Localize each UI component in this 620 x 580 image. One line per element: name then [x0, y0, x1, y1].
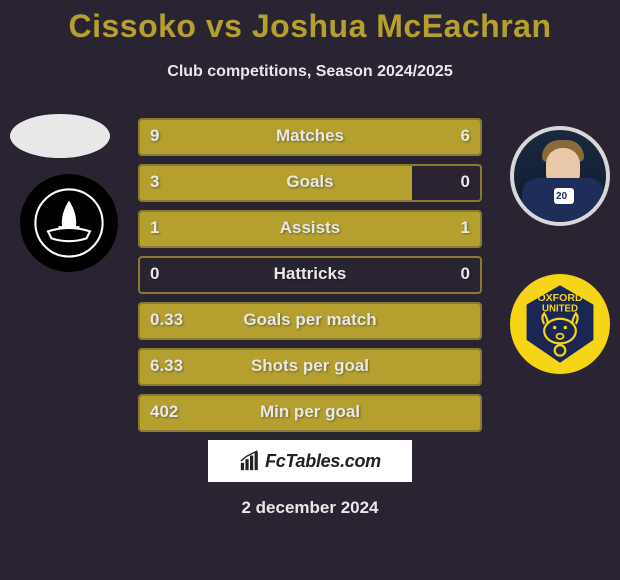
svg-text:OXFORD: OXFORD	[537, 292, 583, 304]
date-line: 2 december 2024	[0, 498, 620, 518]
stat-row: 402Min per goal	[138, 394, 482, 432]
stat-label: Shots per goal	[140, 356, 480, 376]
stat-row: 0.33Goals per match	[138, 302, 482, 340]
stat-row: 0Hattricks0	[138, 256, 482, 294]
stat-value-right: 1	[461, 218, 470, 238]
stat-label: Matches	[140, 126, 480, 146]
player-left-club-badge	[20, 174, 118, 272]
stat-label: Goals	[140, 172, 480, 192]
plymouth-boat-icon	[34, 188, 104, 258]
stat-label: Goals per match	[140, 310, 480, 330]
stats-container: 9Matches63Goals01Assists10Hattricks00.33…	[138, 118, 482, 440]
stat-row: 3Goals0	[138, 164, 482, 202]
kit-number: 20	[556, 191, 567, 202]
stat-row: 1Assists1	[138, 210, 482, 248]
subtitle: Club competitions, Season 2024/2025	[0, 63, 620, 81]
svg-text:UNITED: UNITED	[542, 304, 578, 315]
stat-row: 9Matches6	[138, 118, 482, 156]
stat-label: Min per goal	[140, 402, 480, 422]
oxford-united-ox-icon: OXFORD UNITED	[516, 280, 604, 368]
chart-icon	[239, 450, 261, 472]
stat-label: Assists	[140, 218, 480, 238]
player-left-avatar	[10, 114, 110, 158]
stat-value-right: 0	[461, 172, 470, 192]
player-right-club-badge: OXFORD UNITED	[510, 274, 610, 374]
player-right-avatar: 20	[510, 126, 610, 226]
page-title: Cissoko vs Joshua McEachran	[0, 0, 620, 45]
brand-text: FcTables.com	[265, 451, 381, 472]
stat-row: 6.33Shots per goal	[138, 348, 482, 386]
fctables-brand: FcTables.com	[208, 440, 412, 482]
stat-value-right: 6	[461, 126, 470, 146]
stat-label: Hattricks	[140, 264, 480, 284]
stat-value-right: 0	[461, 264, 470, 284]
